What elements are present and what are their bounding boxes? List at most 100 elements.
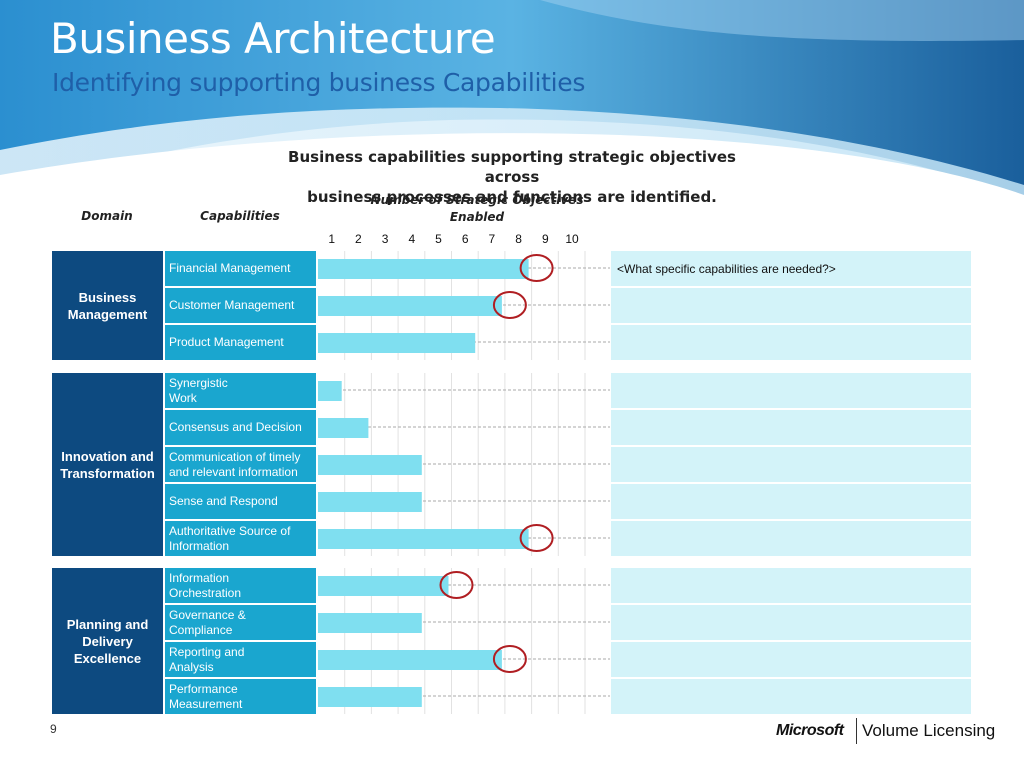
highlight-circle — [492, 645, 527, 673]
capability-cell: Synergistic Work — [165, 373, 316, 408]
domain-label: Excellence — [73, 650, 142, 666]
chart-header-line-2: Enabled — [449, 210, 505, 224]
domain-column-header: Domain — [81, 209, 133, 223]
bar — [318, 333, 476, 353]
capability-cell: Information Orchestration — [165, 568, 316, 603]
x-tick-label: 5 — [435, 232, 442, 246]
bar — [318, 259, 529, 279]
capability-label: Product Management — [169, 335, 284, 349]
bar-chart-group — [318, 373, 610, 556]
capability-cell: Consensus and Decision — [165, 410, 316, 445]
x-tick-label: 1 — [328, 232, 336, 246]
bar — [318, 687, 422, 707]
x-tick-label: 10 — [565, 232, 579, 246]
capability-label: Authoritative Source of — [169, 523, 291, 538]
highlight-circle — [492, 291, 527, 319]
capability-label: Consensus and Decision — [169, 420, 302, 434]
capability-label: Work — [169, 390, 197, 405]
x-axis-ticks: 1 2 3 4 5 6 7 8 9 10 — [318, 232, 610, 248]
needs-note-cell: <What specific capabilities are needed?> — [611, 251, 971, 286]
bar — [318, 455, 422, 475]
needs-note-cell — [611, 447, 971, 482]
domain-label: Planning and — [66, 616, 149, 632]
bar — [318, 576, 449, 596]
bar — [318, 381, 342, 401]
capability-cell: Governance & Compliance — [165, 605, 316, 640]
domain-label: Management — [67, 306, 148, 322]
capability-label: Analysis — [169, 659, 214, 674]
capability-label: Measurement — [169, 696, 243, 711]
domain-label: Business — [78, 289, 137, 305]
capability-label: Synergistic — [169, 375, 228, 390]
needs-note-cell — [611, 642, 971, 677]
capability-label: and relevant information — [169, 464, 298, 479]
capability-cell: Sense and Respond — [165, 484, 316, 519]
highlight-circle — [519, 524, 554, 552]
chart-column-header: Number of Strategic Objectives Enabled — [347, 192, 607, 226]
needs-note-cell — [611, 605, 971, 640]
capability-label: Financial Management — [169, 261, 291, 275]
domain-cell: Planning and Delivery Excellence — [52, 568, 163, 714]
needs-note-cell — [611, 484, 971, 519]
needs-note-cell — [611, 568, 971, 603]
domain-label: Delivery — [82, 633, 133, 649]
x-tick-label: 6 — [461, 232, 469, 246]
x-tick-label: 3 — [381, 232, 389, 246]
domain-label: Innovation and — [61, 448, 154, 464]
intro-line-2: business processes and functions are ide… — [307, 188, 717, 206]
capability-label: Communication of timely — [169, 449, 301, 464]
volume-licensing-label: Volume Licensing — [862, 721, 996, 740]
capability-cell: Authoritative Source of Information — [165, 521, 316, 556]
domain-cell: Business Management — [52, 251, 163, 360]
x-tick-label: 9 — [541, 232, 549, 246]
bar — [318, 613, 422, 633]
microsoft-logo: Microsoft — [776, 722, 844, 739]
logo-divider — [856, 718, 857, 744]
capability-label: Information — [169, 570, 230, 585]
capability-cell: Communication of timely and relevant info… — [165, 447, 316, 482]
capability-label: Reporting and — [169, 644, 245, 659]
capability-cell: Product Management — [165, 325, 316, 360]
intro-line-1: Business capabilities supporting strateg… — [288, 148, 736, 186]
highlight-circle — [439, 571, 474, 599]
bar — [318, 529, 529, 549]
capability-cell: Customer Management — [165, 288, 316, 323]
page-number: 9 — [50, 722, 57, 736]
capability-cell: Financial Management — [165, 251, 316, 286]
bar — [318, 418, 369, 438]
domain-cell: Innovation and Transformation — [52, 373, 163, 556]
capability-label: Information — [169, 538, 230, 553]
needs-note-cell — [611, 679, 971, 714]
bar-chart-group — [318, 568, 610, 714]
bar — [318, 492, 422, 512]
x-tick-label: 4 — [408, 232, 416, 246]
bar — [318, 296, 502, 316]
capability-label: Performance — [169, 681, 238, 696]
intro-text: Business capabilities supporting strateg… — [262, 147, 762, 207]
needs-note-cell — [611, 410, 971, 445]
slide-subtitle: Identifying supporting business Capabili… — [52, 68, 586, 97]
capability-label: Customer Management — [169, 298, 295, 312]
domain-label: Transformation — [60, 465, 155, 481]
capability-label: Compliance — [169, 622, 233, 637]
slide-title: Business Architecture — [50, 14, 496, 63]
capability-label: Governance & — [169, 607, 246, 622]
highlight-circle — [519, 254, 554, 282]
bar — [318, 650, 502, 670]
needs-note-cell — [611, 288, 971, 323]
x-tick-label: 2 — [355, 232, 362, 246]
chart-header-line-1: Number of Strategic Objectives — [370, 193, 584, 207]
header-banner — [0, 0, 1024, 200]
bar-chart-group — [318, 251, 610, 360]
needs-note-text: <What specific capabilities are needed?> — [617, 261, 836, 276]
capabilities-column-header: Capabilities — [200, 209, 280, 223]
x-tick-label: 7 — [488, 232, 496, 246]
x-tick-label: 8 — [515, 232, 522, 246]
capability-cell: Performance Measurement — [165, 679, 316, 714]
needs-note-cell — [611, 521, 971, 556]
needs-note-cell — [611, 325, 971, 360]
capability-label: Orchestration — [169, 585, 242, 600]
capability-cell: Reporting and Analysis — [165, 642, 316, 677]
capability-label: Sense and Respond — [169, 494, 278, 508]
needs-note-cell — [611, 373, 971, 408]
